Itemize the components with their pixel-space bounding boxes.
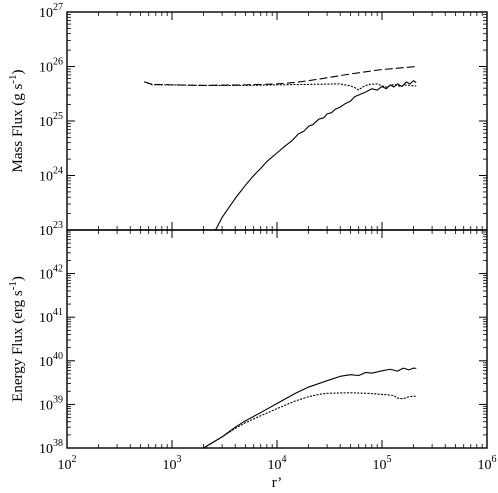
x-axis-label: r’ (272, 475, 283, 491)
mass-flux-series-solid-line (215, 80, 417, 231)
energy-flux-series-solid-line (203, 367, 417, 449)
energy-flux-y-tick-label: 1039 (39, 394, 63, 413)
mass-flux-y-tick-label: 1024 (39, 166, 63, 185)
energy-flux-y-axis-label: Energy Flux (erg s-1) (7, 276, 26, 402)
energy-flux-y-tick-label: 1038 (39, 438, 63, 457)
energy-flux-y-tick-label: 1042 (39, 264, 63, 283)
mass-flux-series-dotted-line (144, 81, 417, 91)
energy-flux-y-label-close: ) (10, 276, 26, 281)
mass-flux-y-tick-label: 1023 (39, 220, 63, 239)
mass-flux-y-label-close: ) (10, 70, 26, 75)
energy-flux-ticks (66, 229, 488, 449)
mass-flux-series-dashed-line (144, 65, 417, 86)
mass-flux-y-axis-label: Mass Flux (g s-1) (7, 70, 26, 173)
energy-flux-x-tick-label: 103 (163, 454, 182, 473)
energy-flux-series-dotted-line (203, 392, 417, 449)
energy-flux-y-label-text: Energy Flux (erg s (10, 290, 26, 402)
mass-flux-y-tick-label: 1027 (39, 2, 63, 21)
mass-flux-y-label-exp: -1 (7, 75, 19, 84)
mass-flux-tick-labels: 1023 1024 1025 1026 1027 (39, 2, 63, 239)
energy-flux-tick-labels: 1038 1039 1040 1041 1042 102 103 104 105 106 (39, 264, 497, 473)
mass-flux-ticks (66, 11, 488, 231)
energy-flux-frame (66, 229, 488, 449)
energy-flux-panel: 1038 1039 1040 1041 1042 102 103 104 105 106 (39, 229, 497, 473)
energy-flux-x-tick-label: 102 (58, 454, 77, 473)
mass-flux-frame (66, 11, 488, 231)
energy-flux-x-tick-label: 105 (373, 454, 392, 473)
mass-flux-y-tick-label: 1025 (39, 111, 63, 130)
mass-flux-y-tick-label: 1026 (39, 57, 63, 76)
energy-flux-series (203, 367, 417, 449)
mass-flux-panel: 1023 1024 1025 1026 1027 (39, 2, 488, 239)
mass-flux-y-label-text: Mass Flux (g s (10, 84, 26, 173)
energy-flux-y-tick-label: 1041 (39, 307, 63, 326)
energy-flux-y-label-exp: -1 (7, 281, 19, 290)
energy-flux-x-tick-label: 106 (478, 454, 497, 473)
mass-flux-series (144, 65, 417, 231)
energy-flux-x-tick-label: 104 (268, 454, 287, 473)
energy-flux-y-tick-label: 1040 (39, 351, 63, 370)
